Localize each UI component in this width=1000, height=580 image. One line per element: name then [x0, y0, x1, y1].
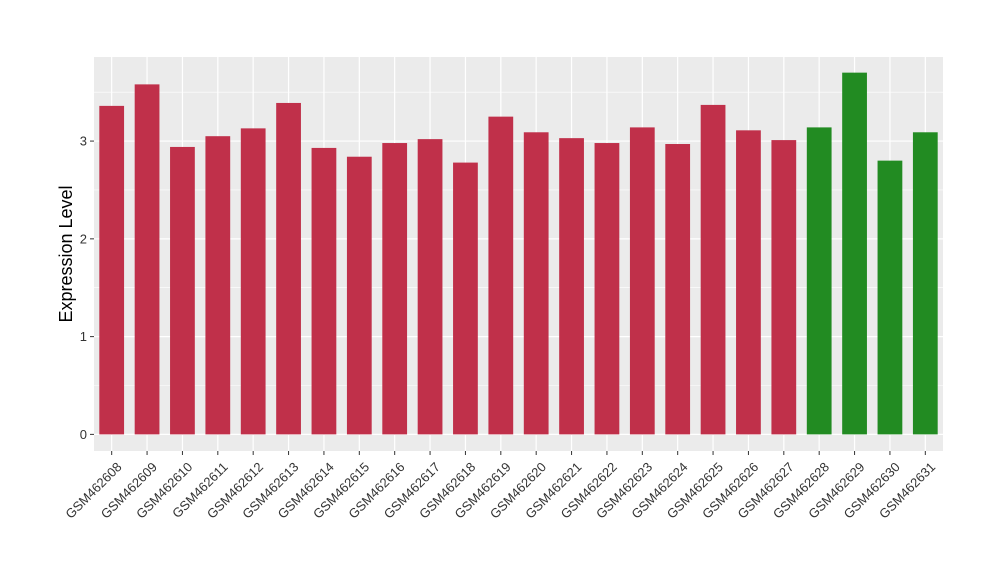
bar: [382, 143, 408, 435]
bar: [912, 132, 938, 435]
bar: [523, 132, 549, 435]
bar: [771, 140, 797, 435]
bar: [736, 130, 761, 435]
bar: [806, 127, 832, 435]
bar: [629, 127, 655, 435]
y-tick-label: 3: [80, 134, 87, 149]
bar: [134, 84, 160, 435]
bar: [240, 128, 266, 435]
bar: [559, 138, 584, 435]
y-tick-label: 0: [80, 427, 87, 442]
bar: [842, 72, 867, 435]
bar: [665, 144, 691, 435]
bar: [276, 102, 301, 435]
bar: [453, 162, 478, 435]
bar: [205, 136, 231, 435]
bar: [594, 143, 620, 435]
bar: [311, 147, 337, 435]
bar: [877, 160, 903, 435]
bar: [417, 139, 443, 435]
x-axis: GSM462608GSM462609GSM462610GSM462611GSM4…: [62, 451, 938, 522]
bar: [170, 146, 195, 435]
bar: [346, 156, 372, 435]
y-tick-label: 2: [80, 231, 87, 246]
y-axis: 0 1 2 3: [80, 134, 94, 442]
bars: [99, 72, 938, 435]
bar: [488, 116, 514, 435]
y-axis-title: Expression Level: [56, 185, 76, 322]
bar: [99, 105, 125, 435]
bar: [700, 104, 726, 435]
y-tick-label: 1: [80, 329, 87, 344]
